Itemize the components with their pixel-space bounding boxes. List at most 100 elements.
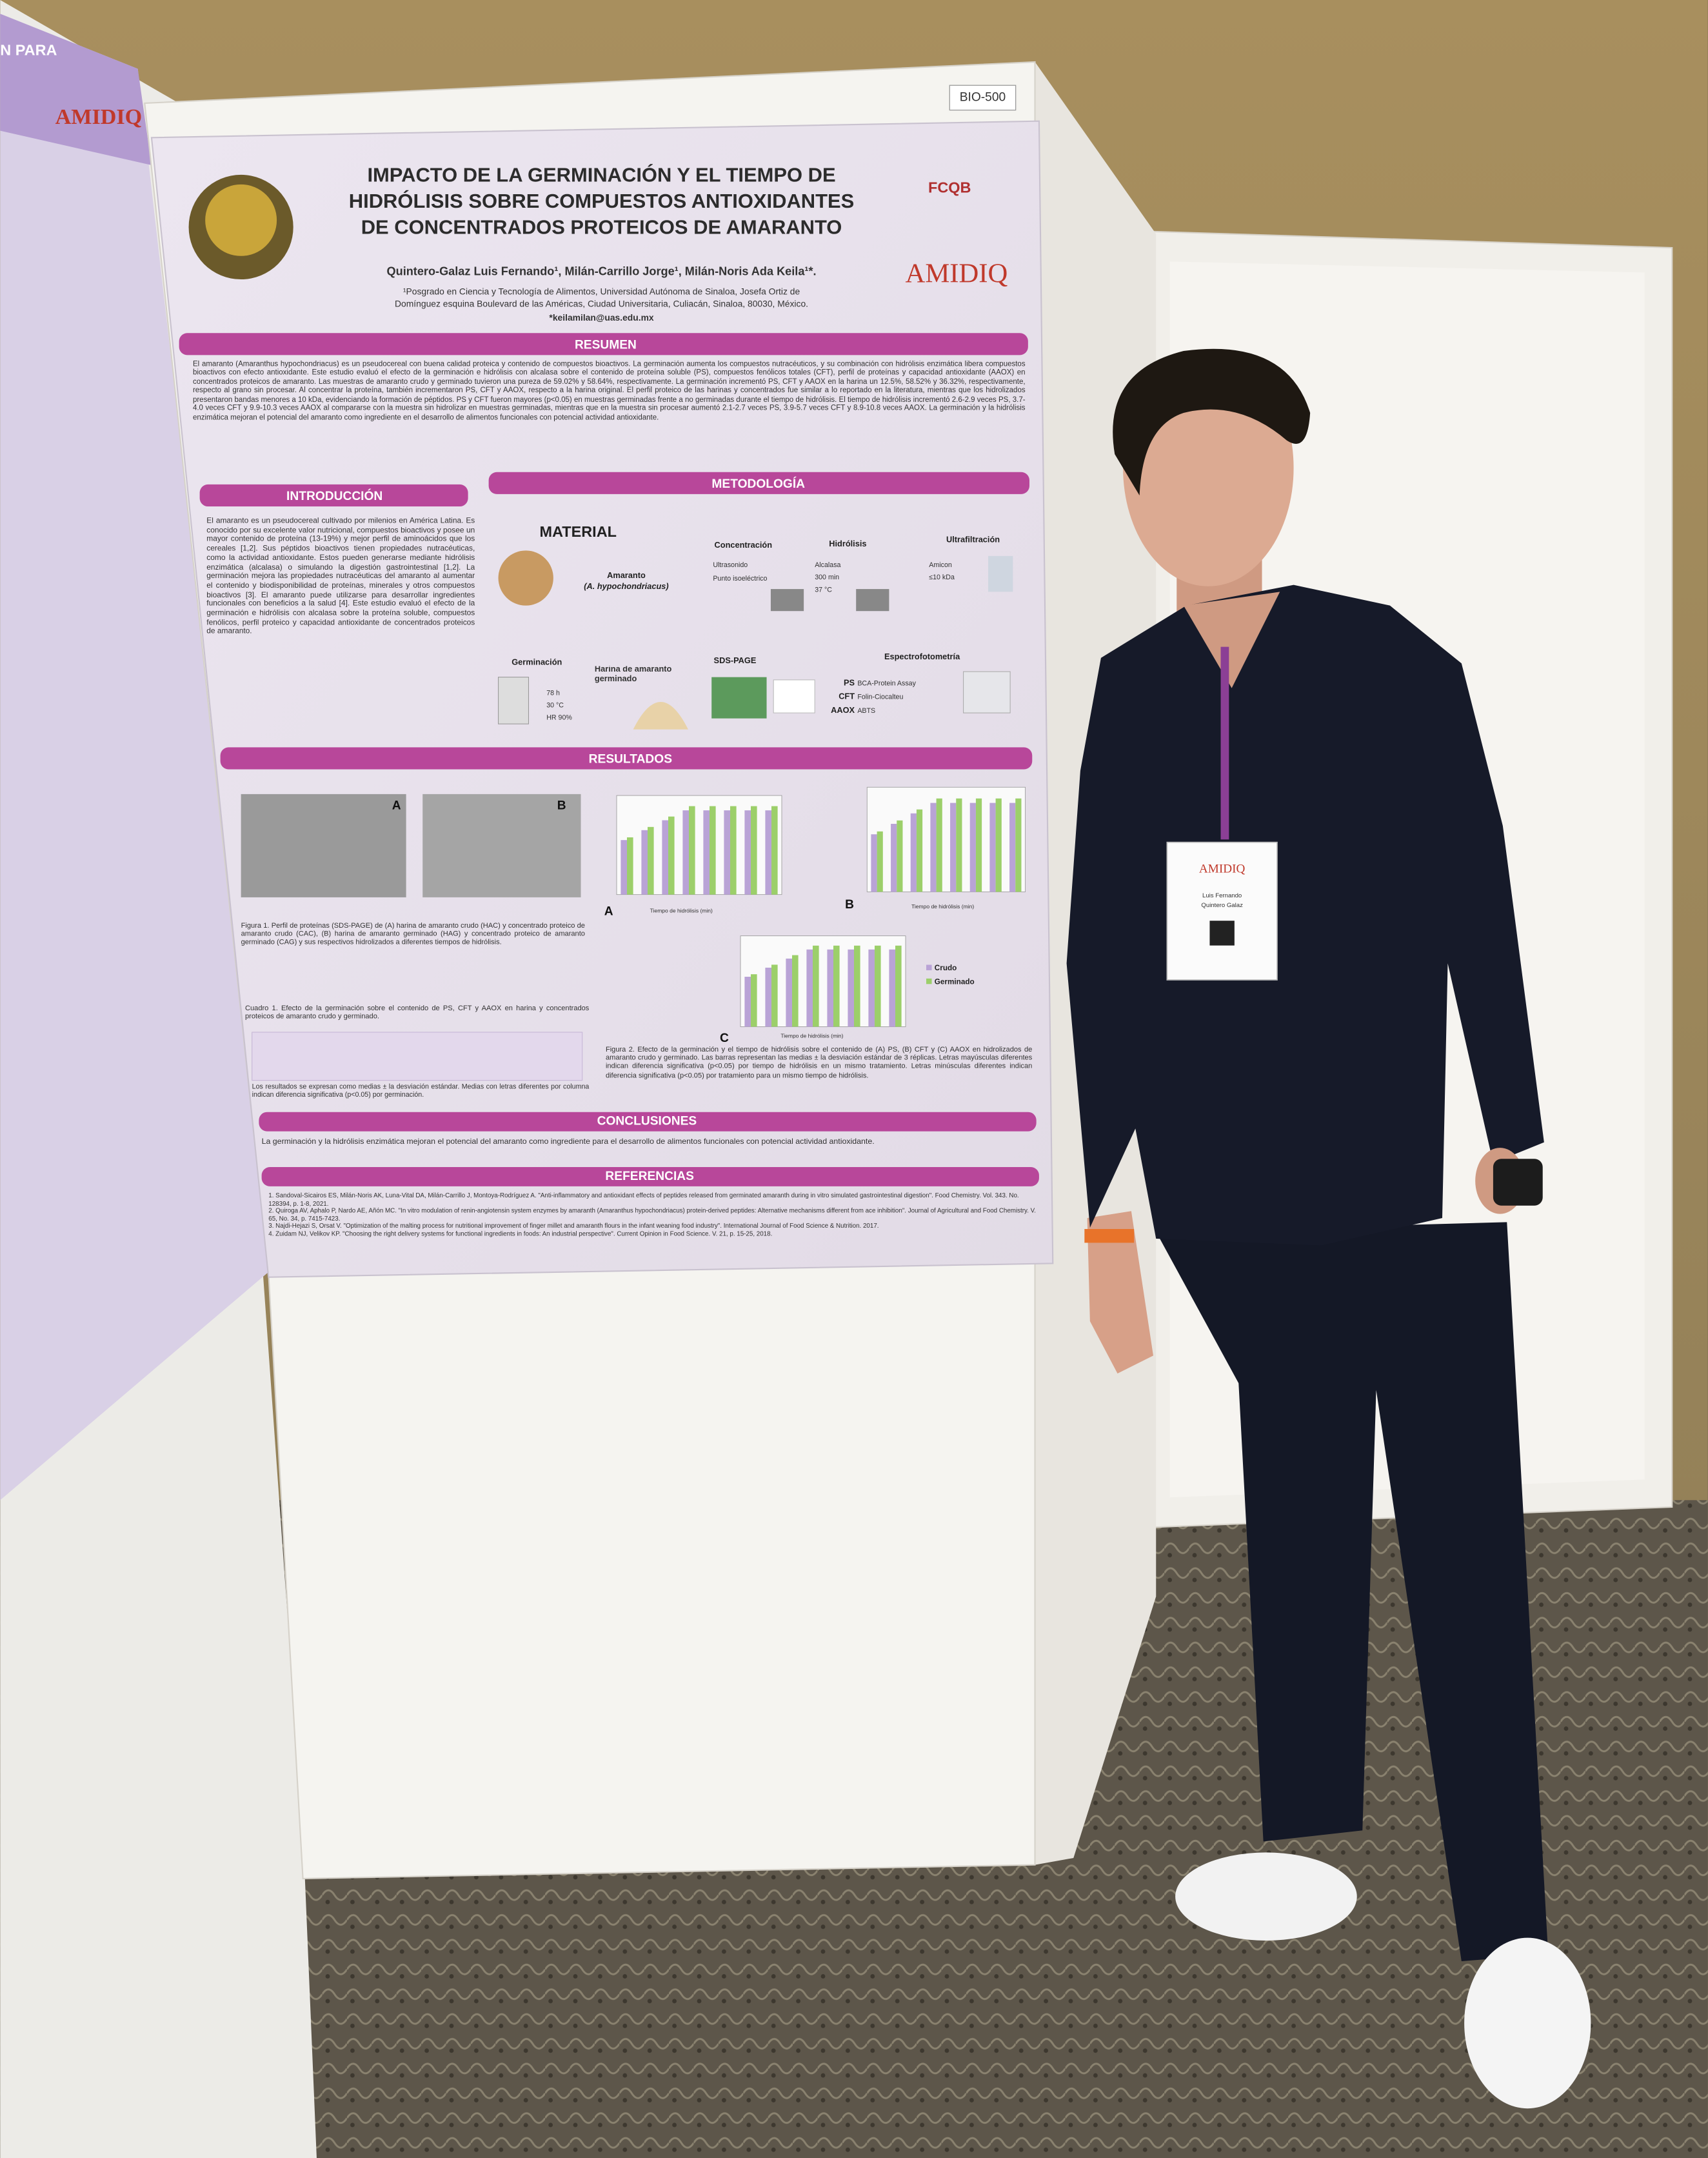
chart-bar-shape — [891, 823, 897, 892]
section-heading: METODOLOGÍA — [711, 477, 805, 491]
panel-letter: A — [392, 799, 401, 812]
assay-name: ABTS — [857, 707, 875, 715]
section-bar — [259, 1112, 1037, 1132]
chart-bar-shape — [874, 945, 881, 1027]
panel-letter: B — [557, 799, 566, 812]
assay-abbr: CFT — [839, 692, 855, 701]
method-item: Punto isoeléctrico — [713, 575, 767, 583]
booth-label: BIO-500 — [960, 91, 1006, 105]
chart-bar-shape — [744, 810, 751, 895]
trousers — [1156, 1222, 1549, 1961]
side-poster — [0, 14, 275, 1501]
section-heading: INTRODUCCIÓN — [286, 489, 382, 503]
chart-bar-shape — [848, 949, 854, 1027]
method-label: SDS-PAGE — [714, 655, 757, 665]
chart-bar-shape — [969, 803, 976, 892]
amidiq-logo: AMIDIQ — [906, 258, 1008, 288]
results-table — [252, 1032, 583, 1081]
method-label: Ultrafiltración — [946, 535, 1000, 544]
conclusion-box: La germinación y la hidrólisis enzimátic… — [261, 1138, 875, 1147]
references-box: 1. Sandoval-Sicairos ES, Milán-Noris AK,… — [268, 1192, 1036, 1237]
bar-charts — [616, 786, 1026, 1027]
chart-bar-shape — [751, 806, 757, 895]
section-bar — [220, 747, 1033, 770]
legend-swatch — [926, 964, 932, 970]
method-label: (A. hypochondriacus) — [584, 581, 668, 591]
equipment-icon — [988, 555, 1013, 592]
chart-bar-shape — [710, 806, 716, 895]
badge-name: Luis Fernando — [1202, 892, 1242, 899]
authors: Quintero-Galaz Luis Fernando¹, Milán-Car… — [387, 265, 817, 278]
axis-label: Tiempo de hidrólisis (min) — [911, 903, 974, 910]
email: *keilamilan@uas.edu.mx — [549, 312, 653, 323]
equipment-icon — [770, 589, 804, 612]
section-heading: REFERENCIAS — [605, 1170, 694, 1183]
chart-bar-shape — [703, 810, 710, 895]
chart-bar-shape — [950, 803, 957, 892]
axis-label: Tiempo de hidrólisis (min) — [650, 907, 713, 914]
chart-bar-shape — [1015, 798, 1022, 892]
section-bar — [488, 472, 1029, 494]
chart-bar-shape — [995, 798, 1002, 892]
name-badge — [1166, 841, 1278, 981]
title-line: HIDRÓLISIS SOBRE COMPUESTOS ANTIOXIDANTE… — [349, 189, 854, 212]
method-item: 300 min — [815, 574, 839, 581]
chart-bar-shape — [621, 840, 628, 895]
chart-bar-shape — [662, 820, 669, 895]
reference: 3. Najdi-Hejazi S, Orsat V. "Optimizatio… — [268, 1222, 879, 1230]
method-label: Concentración — [715, 540, 773, 550]
chart-bar-shape — [682, 810, 690, 895]
chart-bar-shape — [956, 798, 962, 892]
section-heading: CONCLUSIONES — [597, 1115, 697, 1128]
badge-logo: AMIDIQ — [1199, 863, 1246, 876]
chart-bar-shape — [724, 810, 731, 895]
chart-bar-shape — [1009, 803, 1016, 892]
section-heading: RESULTADOS — [589, 753, 673, 766]
method-label: Espectrofotometría — [884, 652, 960, 661]
chart-bar-shape — [765, 967, 772, 1027]
forearm — [1087, 1211, 1153, 1374]
chart-bar-shape — [910, 813, 917, 892]
panel-letter: B — [845, 898, 854, 912]
title-line: DE CONCENTRADOS PROTEICOS DE AMARANTO — [361, 216, 842, 239]
side-poster-band — [0, 14, 152, 165]
poster: FCQB AMIDIQ IMPACTO DE LA GERMINACIÓN Y … — [150, 120, 1054, 1278]
affiliation: Domínguez esquina Boulevard de las Améri… — [395, 299, 808, 309]
conclusion-text: La germinación y la hidrólisis enzimátic… — [261, 1138, 875, 1147]
chart-bar-shape — [868, 949, 875, 1027]
chart-bar-shape — [771, 806, 778, 895]
method-item: Alcalasa — [815, 561, 840, 569]
fig1-caption-box: Figura 1. Perfil de proteínas (SDS-PAGE)… — [241, 922, 585, 947]
table-note: Los resultados se expresan como medias ±… — [252, 1083, 590, 1100]
table-caption-box: Cuadro 1. Efecto de la germinación sobre… — [245, 1004, 589, 1021]
uas-logo-inner — [205, 184, 277, 256]
method-item: ≤10 kDa — [929, 574, 955, 581]
chart-bar-shape — [689, 806, 695, 895]
intro-box: El amaranto es un pseudocereal cultivado… — [206, 517, 475, 636]
side-title: N PARA — [0, 41, 57, 58]
flour-icon — [633, 701, 688, 730]
assay-name: BCA-Protein Assay — [857, 679, 916, 687]
axis-label: Tiempo de hidrólisis (min) — [780, 1033, 843, 1039]
chart-bar-shape — [668, 816, 675, 895]
reference: 4. Zuidam NJ, Velikov KP. "Choosing the … — [268, 1230, 773, 1237]
reference: 1. Sandoval-Sicairos ES, Milán-Noris AK,… — [268, 1192, 1019, 1206]
chart-bar-shape — [827, 949, 834, 1027]
method-item: 30 °C — [546, 702, 564, 710]
badge-qr — [1209, 921, 1235, 946]
section-bar — [179, 333, 1028, 355]
fcqb-logo: FCQB — [928, 179, 971, 196]
method-label: Amaranto — [607, 570, 646, 580]
wristband — [1084, 1229, 1135, 1243]
material-label: MATERIAL — [540, 523, 617, 540]
method-item: Amicon — [929, 561, 952, 569]
method-item: 78 h — [546, 689, 560, 697]
section-bar — [199, 484, 468, 507]
collar-opening — [1183, 592, 1280, 688]
gel-image — [241, 794, 406, 897]
chart-bar-shape — [889, 949, 895, 1027]
title-line: IMPACTO DE LA GERMINACIÓN Y EL TIEMPO DE — [367, 163, 835, 186]
gel-icon — [773, 679, 815, 714]
section-heading: RESUMEN — [575, 339, 637, 352]
